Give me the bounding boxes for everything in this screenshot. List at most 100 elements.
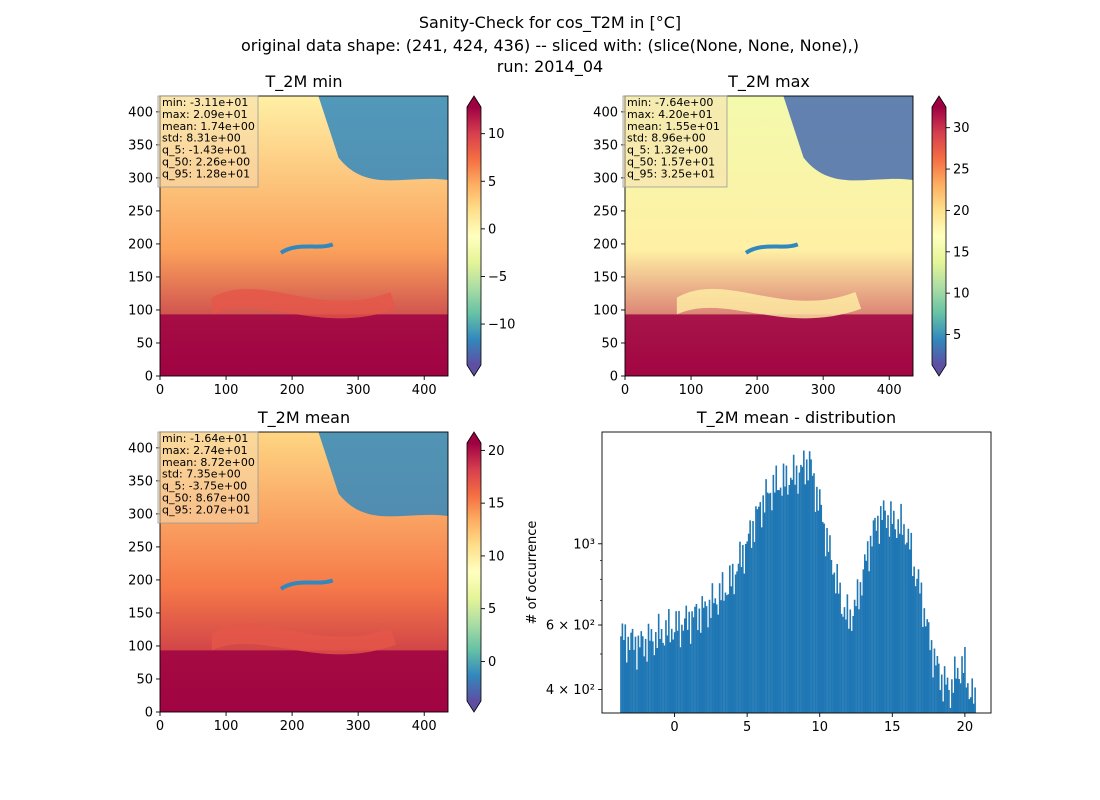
colorbar-body xyxy=(467,107,481,365)
histogram-bar xyxy=(662,642,664,713)
histogram-bar xyxy=(791,479,794,713)
histogram-bar xyxy=(785,465,788,713)
histogram-bar xyxy=(694,606,696,713)
histogram-bar xyxy=(758,506,760,713)
histogram-bar xyxy=(849,609,852,713)
histogram-bar xyxy=(639,647,641,713)
histogram-bar xyxy=(862,569,865,713)
colorbar-extend-min xyxy=(932,365,946,376)
histogram-bar xyxy=(834,593,837,713)
histogram-bar xyxy=(895,537,898,713)
histogram-bar xyxy=(818,489,821,713)
colorbar-extend-min xyxy=(467,365,481,376)
histogram-bar xyxy=(744,543,747,713)
y-tick-label: 400 xyxy=(593,105,618,120)
histogram-bar xyxy=(824,556,827,713)
colorbar-extend-max xyxy=(467,432,481,443)
histogram-bar xyxy=(817,510,820,713)
stats-line: q_5: -3.75e+00 xyxy=(162,480,247,493)
y-tick-label: 0 xyxy=(145,706,153,721)
stats-line: q_95: 2.07e+01 xyxy=(162,503,250,516)
histogram-bar xyxy=(833,572,836,713)
histogram-bar xyxy=(625,662,628,713)
histogram-bar xyxy=(971,678,974,713)
histogram-bar xyxy=(695,604,698,713)
x-tick-label: 100 xyxy=(679,383,704,398)
histogram-bar xyxy=(929,650,931,713)
x-tick-label: 300 xyxy=(811,383,836,398)
stats-line: max: 4.20e+01 xyxy=(627,108,713,121)
colorbar-tick-label: 30 xyxy=(953,121,970,136)
histogram-bar xyxy=(781,495,783,713)
histogram-bar xyxy=(964,646,966,713)
colorbar-tick-label: 0 xyxy=(488,655,496,670)
histogram-bar xyxy=(965,687,968,713)
histogram-bar xyxy=(702,607,705,713)
histogram-bar xyxy=(656,647,659,713)
sea-region xyxy=(211,288,397,319)
histogram-bar xyxy=(820,504,823,713)
histogram-bar xyxy=(776,490,779,713)
stats-line: std: 8.96e+00 xyxy=(627,132,706,145)
y-tick-label: 400 xyxy=(128,105,153,120)
histogram-bar xyxy=(859,582,862,713)
colorbar-tick-label: 10 xyxy=(488,549,505,564)
y-tick-label: 250 xyxy=(593,204,618,219)
histogram-bar xyxy=(843,607,846,713)
histogram-bar xyxy=(734,574,737,713)
histogram-bar xyxy=(714,598,717,713)
histogram-bar xyxy=(628,649,631,713)
colorbar-tick-label: 15 xyxy=(953,245,970,260)
histogram-bar xyxy=(858,609,860,713)
y-tick-label: 300 xyxy=(128,171,153,186)
histogram-bar xyxy=(697,630,699,713)
colorbar-tick-label: −10 xyxy=(488,318,515,333)
histogram-bar xyxy=(713,603,715,713)
stats-line: q_50: 2.26e+00 xyxy=(162,156,250,169)
alps-ridge xyxy=(744,242,799,255)
histogram-bar xyxy=(708,599,711,713)
histogram-bar xyxy=(906,542,908,713)
colorbar-tick-label: 0 xyxy=(488,222,496,237)
histogram-bar xyxy=(684,618,686,713)
histogram-bar xyxy=(731,563,734,713)
cold-north-region xyxy=(783,96,913,181)
histogram-bar xyxy=(832,574,834,713)
histogram-bar xyxy=(673,632,676,713)
stats-line: mean: 1.74e+00 xyxy=(162,120,255,133)
histogram-bar xyxy=(689,643,692,713)
histogram-bar xyxy=(848,628,850,713)
histogram-bar xyxy=(804,484,807,713)
histogram-bar xyxy=(904,544,907,713)
x-tick-label: 0 xyxy=(621,383,629,398)
histogram-bar xyxy=(691,611,693,713)
histogram-bar xyxy=(946,677,949,713)
colorbar-tick-label: 10 xyxy=(488,127,505,142)
hot-south-region xyxy=(160,314,448,376)
histogram-bar xyxy=(951,679,953,713)
histogram-bar xyxy=(747,533,750,713)
histogram-bar xyxy=(663,645,666,713)
y-tick-label: 10³ xyxy=(573,537,595,552)
y-tick-label: 100 xyxy=(128,639,153,654)
histogram-bar xyxy=(631,628,634,713)
y-tick-label: 0 xyxy=(145,370,153,385)
histogram-panel: T_2M mean - distribution 0 5 10 15 20 4 × 10² 6… xyxy=(525,408,992,735)
histogram-bar xyxy=(746,541,749,713)
y-tick-label: 4 × 10² xyxy=(546,683,595,698)
histogram-bar xyxy=(836,564,839,713)
histogram-bar xyxy=(795,465,798,713)
histogram-bar xyxy=(627,636,630,713)
histogram-bar xyxy=(927,622,930,713)
histogram-bar xyxy=(875,530,878,713)
histogram-bar xyxy=(756,509,759,713)
colorbar-tick-label: 20 xyxy=(953,204,970,219)
stats-line: max: 2.09e+01 xyxy=(162,108,248,121)
histogram-bar xyxy=(794,484,796,713)
colorbar-outline xyxy=(466,431,482,713)
stats-line: q_95: 3.25e+01 xyxy=(627,167,715,180)
panel-title: T_2M min xyxy=(264,72,342,92)
histogram-bar xyxy=(872,520,875,713)
histogram-bar xyxy=(707,627,709,713)
